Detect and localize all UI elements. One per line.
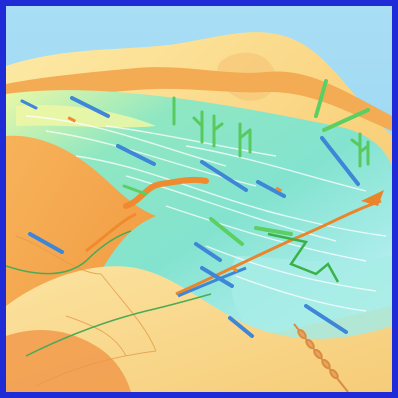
reed-icon: [212, 114, 224, 148]
abstract-landscape: [6, 6, 392, 392]
lower-water: [230, 256, 392, 339]
orange-bits: [67, 116, 283, 273]
rod-icon: [70, 96, 110, 118]
rod-icon: [20, 99, 38, 110]
rod-icon: [28, 232, 64, 254]
reed-icon: [192, 110, 204, 144]
bottom-left-fold: [6, 330, 131, 392]
green-meander: [6, 230, 132, 275]
rods: [20, 96, 360, 338]
green-stick: [122, 184, 148, 196]
green-spikes: [150, 182, 258, 392]
track-arrow: [361, 190, 384, 206]
rod-icon: [200, 266, 234, 288]
rod-icon: [304, 304, 348, 334]
rod-icon: [200, 160, 248, 192]
orange-ribbon-tail: [85, 212, 137, 253]
green-sticks: [122, 79, 370, 246]
reed-icon: [238, 122, 252, 158]
green-meander-lower: [25, 293, 212, 357]
top-reeds: [22, 34, 118, 68]
orange-ridge: [6, 67, 392, 131]
diagonal-track-blue: [177, 266, 247, 298]
wheat-stalk: [293, 323, 349, 392]
green-stick: [254, 226, 293, 236]
rod-icon: [320, 136, 360, 186]
orange-ribbon: [123, 176, 209, 209]
zigzag-line: [267, 232, 340, 283]
green-stick: [314, 79, 328, 118]
rod-icon: [116, 144, 156, 166]
mid-reeds: [172, 96, 370, 168]
rod-icon: [228, 316, 254, 338]
green-stick: [209, 217, 244, 246]
diagonal-track: [175, 199, 382, 296]
rod-icon: [256, 180, 286, 198]
rod-icon: [194, 242, 222, 262]
bank-highlight: [16, 104, 156, 128]
green-stick: [322, 108, 370, 132]
fold-lines: [15, 235, 157, 387]
